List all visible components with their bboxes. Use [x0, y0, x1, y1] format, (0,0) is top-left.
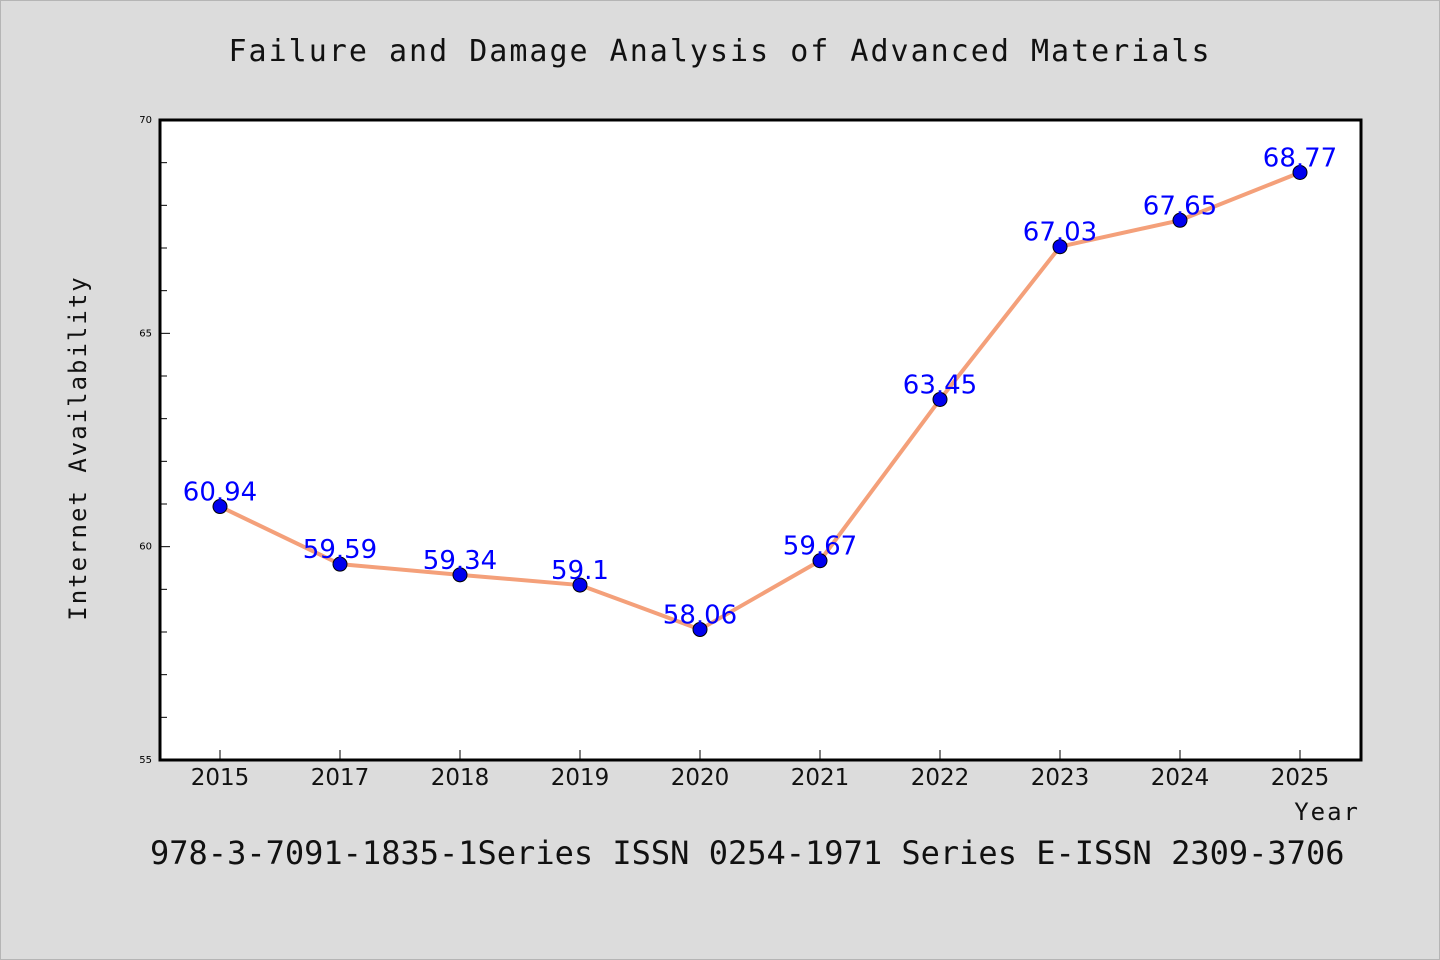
x-tick-label: 2025 — [1271, 765, 1330, 791]
y-tick-label: 60 — [139, 542, 152, 553]
data-label: 59.34 — [423, 546, 497, 576]
data-label: 60.94 — [183, 478, 257, 508]
y-axis-label: Internet Availability — [64, 275, 92, 620]
chart-title: Failure and Damage Analysis of Advanced … — [228, 34, 1212, 69]
data-point — [932, 391, 948, 407]
data-point — [812, 553, 828, 569]
x-tick-label: 2021 — [791, 765, 850, 791]
data-point — [452, 567, 468, 583]
data-label: 59.67 — [783, 532, 857, 562]
data-point — [212, 499, 228, 515]
data-label: 63.45 — [903, 370, 977, 400]
data-label: 58.06 — [663, 600, 737, 630]
series-line — [219, 170, 1301, 632]
data-label: 67.03 — [1023, 218, 1097, 248]
x-tick-label: 2024 — [1151, 765, 1210, 791]
data-markers — [212, 164, 1308, 637]
x-axis-ticks: 2015 2017 2018 2019 2020 2021 2022 2023 2024 2025 — [191, 750, 1330, 791]
y-tick-label: 70 — [139, 115, 152, 126]
data-point — [1292, 164, 1308, 180]
data-point — [1172, 212, 1188, 228]
y-tick-label: 65 — [139, 328, 152, 339]
data-point — [1052, 239, 1068, 255]
x-tick-label: 2015 — [191, 765, 250, 791]
y-minor-ticks — [160, 162, 167, 718]
data-label: 67.65 — [1143, 191, 1217, 221]
x-axis-label: Year — [1294, 798, 1360, 826]
y-tick-label: 55 — [139, 755, 152, 766]
x-tick-label: 2023 — [1031, 765, 1090, 791]
x-tick-label: 2017 — [311, 765, 370, 791]
y-axis-ticks: 55 60 65 70 — [139, 115, 170, 766]
data-point — [332, 556, 348, 572]
footer-note: 978-3-7091-1835-1Series ISSN 0254-1971 S… — [150, 834, 1345, 872]
x-tick-label: 2020 — [671, 765, 730, 791]
x-tick-label: 2022 — [911, 765, 970, 791]
x-tick-label: 2019 — [551, 765, 610, 791]
data-label: 68.77 — [1263, 143, 1337, 173]
data-label: 59.59 — [303, 535, 377, 565]
data-point — [692, 621, 708, 637]
x-tick-label: 2018 — [431, 765, 490, 791]
data-label: 59.1 — [551, 556, 609, 586]
data-point — [572, 577, 588, 593]
data-labels: 60.94 59.59 59.34 59.1 58.06 59.67 63.45 67.03 6… — [183, 143, 1337, 630]
plot-area — [158, 118, 1363, 762]
